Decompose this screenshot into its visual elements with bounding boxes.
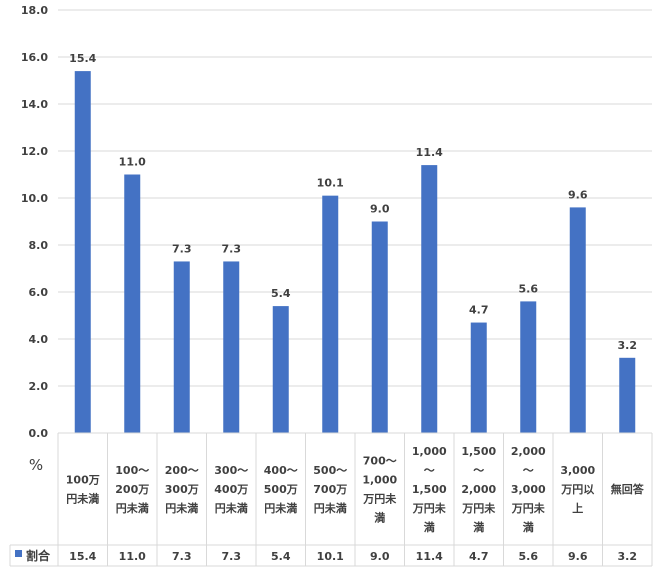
category-label: 無回答 <box>611 482 645 496</box>
category-label: 700〜 1,000 万円未満 <box>362 455 397 525</box>
bar <box>74 71 91 433</box>
category-label: 3,000 万円以上 <box>560 464 595 515</box>
bar <box>272 306 289 433</box>
table-value: 11.0 <box>119 550 146 563</box>
bar <box>520 301 537 433</box>
y-tick-label: 14.0 <box>21 98 48 111</box>
category-label: 1,000 〜 1,500 万円未満 <box>412 445 447 534</box>
bar <box>173 261 190 433</box>
y-axis-unit-label: % <box>29 456 43 474</box>
table-value: 11.4 <box>416 550 443 563</box>
table-value: 9.6 <box>568 550 588 563</box>
y-tick-label: 6.0 <box>29 286 49 299</box>
y-tick-label: 10.0 <box>21 192 48 205</box>
data-label: 11.0 <box>119 156 146 169</box>
category-label: 400〜 500万円未満 <box>264 464 298 515</box>
table-value: 10.1 <box>317 550 344 563</box>
category-label: 500〜 700万円未満 <box>313 464 347 515</box>
data-label: 5.4 <box>271 287 291 300</box>
data-label: 9.6 <box>568 188 588 201</box>
data-label: 3.2 <box>618 339 638 352</box>
y-tick-label: 4.0 <box>29 333 49 346</box>
table-value: 9.0 <box>370 550 390 563</box>
table-value: 7.3 <box>222 550 242 563</box>
category-label: 1,500 〜 2,000 万円未満 <box>461 445 496 534</box>
y-tick-label: 2.0 <box>29 380 49 393</box>
bar <box>619 357 636 433</box>
data-label: 7.3 <box>222 242 242 255</box>
data-label: 5.6 <box>519 282 539 295</box>
legend-label: 割合 <box>26 548 51 563</box>
y-tick-label: 16.0 <box>21 51 48 64</box>
table-value: 4.7 <box>469 550 489 563</box>
data-label: 11.4 <box>416 146 443 159</box>
table-value: 7.3 <box>172 550 192 563</box>
bar <box>421 165 438 433</box>
category-label: 300〜 400万円未満 <box>214 464 248 515</box>
data-label: 7.3 <box>172 242 192 255</box>
category-label: 100万円未満 <box>66 474 100 506</box>
bar <box>569 207 586 433</box>
category-label: 2,000 〜 3,000 万円未満 <box>511 445 546 534</box>
table-value: 3.2 <box>618 550 638 563</box>
y-tick-label: 0.0 <box>29 427 49 440</box>
bar <box>371 221 388 433</box>
category-label: 200〜 300万円未満 <box>165 464 199 515</box>
data-label: 4.7 <box>469 304 489 317</box>
category-label: 100〜 200万円未満 <box>115 464 149 515</box>
data-label: 10.1 <box>317 177 344 190</box>
data-label: 9.0 <box>370 203 390 216</box>
y-tick-label: 12.0 <box>21 145 48 158</box>
table-value: 15.4 <box>69 550 96 563</box>
bar <box>223 261 240 433</box>
data-label: 15.4 <box>69 52 96 65</box>
y-tick-label: 8.0 <box>29 239 49 252</box>
bar <box>322 195 339 433</box>
legend-swatch <box>15 550 22 557</box>
table-value: 5.6 <box>519 550 539 563</box>
table-value: 5.4 <box>271 550 291 563</box>
bar <box>470 322 487 433</box>
y-tick-label: 18.0 <box>21 4 48 17</box>
bar <box>124 174 141 433</box>
